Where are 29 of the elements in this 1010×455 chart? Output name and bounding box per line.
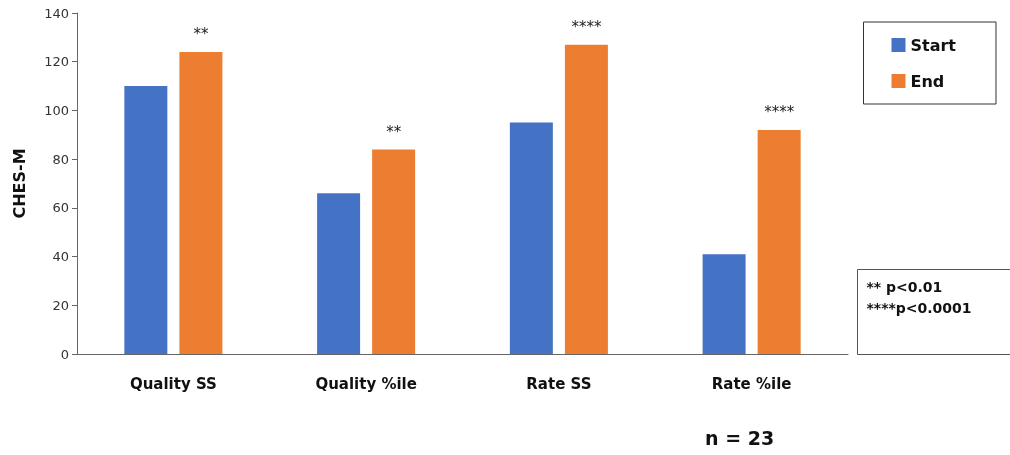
text: n = 23 xyxy=(705,426,775,449)
x-tick-label: Quality SS xyxy=(129,374,217,393)
y-tick-label: 80 xyxy=(52,151,69,167)
x-tick-label: Quality %ile xyxy=(315,374,417,393)
bar xyxy=(564,44,608,354)
y-axis-title: CHES-M xyxy=(9,148,29,219)
y-tick-label: 20 xyxy=(52,297,69,313)
bar xyxy=(179,51,223,354)
legend-label: End xyxy=(910,71,945,91)
x-tick-label: Rate %ile xyxy=(711,374,792,393)
y-tick-label: 40 xyxy=(52,249,69,265)
y-tick-label: 0 xyxy=(60,346,69,362)
annotation: ** xyxy=(193,25,209,44)
bar xyxy=(702,254,746,354)
y-tick-label: 140 xyxy=(44,5,69,21)
legend-label: Start xyxy=(910,35,957,55)
bar xyxy=(124,86,168,354)
y-tick-label: 100 xyxy=(44,102,69,118)
text: ** p<0.01 ****p<0.0001 xyxy=(866,279,972,316)
bar xyxy=(757,129,801,354)
x-tick-label: Rate SS xyxy=(526,374,592,393)
annotation: ** xyxy=(386,122,402,141)
y-tick-label: 60 xyxy=(52,200,69,216)
annotation: **** xyxy=(764,103,795,122)
annotation: **** xyxy=(571,18,602,37)
bar xyxy=(509,122,553,354)
bar xyxy=(317,193,361,354)
bar xyxy=(372,149,416,354)
y-tick-label: 120 xyxy=(44,54,69,70)
